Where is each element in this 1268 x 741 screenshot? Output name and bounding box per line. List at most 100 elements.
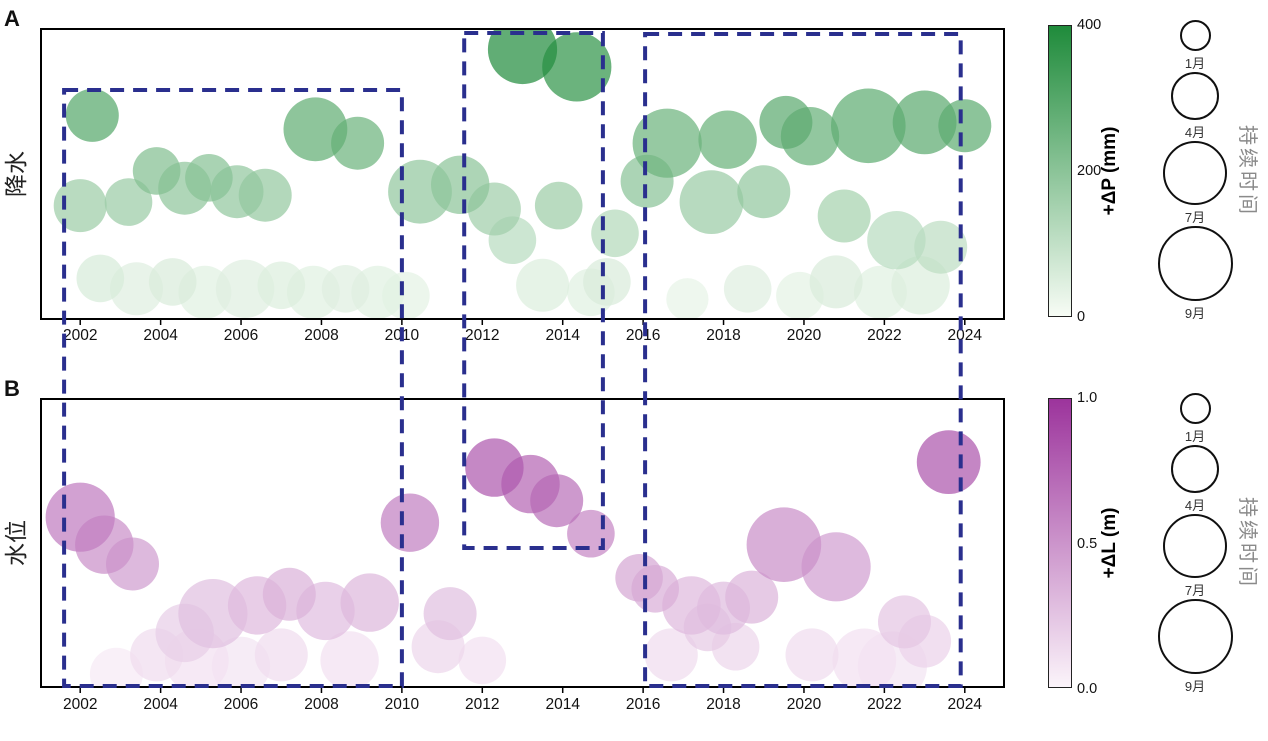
bubble xyxy=(257,261,306,310)
size-legend-label: 9月 xyxy=(1184,679,1206,694)
bubble xyxy=(380,493,440,552)
x-tick-label: 2014 xyxy=(545,327,580,344)
colorbar-tick-min: 0.0 xyxy=(1077,681,1098,697)
bubble xyxy=(817,189,871,243)
bubble xyxy=(185,154,233,202)
colorbar-precip xyxy=(1048,25,1072,317)
bubble-plot-panel-b xyxy=(40,398,1005,688)
size-legend-entry: 1月 xyxy=(1179,393,1211,445)
x-tick-label: 2018 xyxy=(706,696,741,713)
colorbar-tick-mid: 200 xyxy=(1077,163,1102,179)
bubble xyxy=(65,88,119,142)
bubble xyxy=(340,573,399,632)
x-tick-label: 2014 xyxy=(545,696,580,713)
bubble xyxy=(465,438,524,497)
x-tick-label: 2020 xyxy=(786,696,822,713)
size-legend-level: 1月 4月 7月 9月 xyxy=(1145,393,1245,694)
bubble xyxy=(746,507,822,582)
size-legend-circle xyxy=(1179,393,1211,424)
size-legend-label: 1月 xyxy=(1184,56,1206,71)
x-tick-label: 2010 xyxy=(384,696,420,713)
bubble xyxy=(632,108,702,178)
bubble xyxy=(254,628,308,682)
colorbar-tick-mid: 0.5 xyxy=(1077,536,1098,552)
bubble xyxy=(262,567,316,621)
size-legend-entry: 4月 xyxy=(1171,445,1219,514)
bubble xyxy=(759,95,813,149)
x-tick-label: 2004 xyxy=(143,696,178,713)
panel-b-label: B xyxy=(4,376,20,401)
colorbar-label-precip: +ΔP (mm) xyxy=(1099,126,1120,216)
x-tick-label: 2018 xyxy=(706,327,741,344)
size-legend-circle xyxy=(1171,445,1219,493)
x-tick-label: 2022 xyxy=(867,327,902,344)
colorbar-tick-max: 1.0 xyxy=(1077,390,1098,406)
panel-b-ylabel: 水位 xyxy=(3,520,29,566)
bubble-plot-panel-a xyxy=(40,28,1005,320)
bubble xyxy=(785,628,839,682)
size-legend-precip: 1月 4月 7月 9月 xyxy=(1145,20,1245,321)
bubble xyxy=(76,254,125,303)
bubble xyxy=(916,430,981,494)
x-tick-label: 2010 xyxy=(384,327,420,344)
x-tick-label: 2020 xyxy=(786,327,822,344)
x-tick-label: 2004 xyxy=(143,327,178,344)
bubble xyxy=(867,211,926,270)
bubble xyxy=(679,170,744,235)
x-tick-label: 2002 xyxy=(62,327,98,344)
bubble xyxy=(737,165,791,219)
duration-label-precip: 持续时间 xyxy=(1236,125,1258,217)
size-legend-entry: 7月 xyxy=(1163,514,1227,599)
colorbar-level xyxy=(1048,398,1072,688)
bubble xyxy=(892,90,957,155)
x-tick-label: 2012 xyxy=(465,696,500,713)
bubble xyxy=(423,587,477,641)
panel-a-ylabel: 降水 xyxy=(3,151,29,197)
bubble xyxy=(132,147,181,195)
size-legend-label: 9月 xyxy=(1184,306,1206,321)
colorbar-tick-max: 400 xyxy=(1077,17,1102,33)
bubble xyxy=(878,595,931,649)
x-tick-label: 2002 xyxy=(62,696,98,713)
colorbar-tick-min: 0 xyxy=(1077,309,1086,325)
bubble xyxy=(148,258,197,306)
size-legend-label: 7月 xyxy=(1184,583,1206,598)
x-tick-label: 2006 xyxy=(223,696,259,713)
x-tick-label: 2016 xyxy=(625,696,661,713)
bubble xyxy=(591,209,639,258)
size-legend-circle xyxy=(1157,599,1233,674)
bubble xyxy=(45,482,115,552)
bubble xyxy=(431,155,490,214)
size-legend-label: 4月 xyxy=(1184,125,1206,140)
size-legend-entry: 4月 xyxy=(1171,72,1219,141)
bubble xyxy=(723,265,772,313)
size-legend-circle xyxy=(1163,141,1227,205)
bubble xyxy=(615,554,663,602)
size-legend-circle xyxy=(1163,514,1227,578)
x-tick-label: 2024 xyxy=(947,696,983,713)
colorbar-label-level: +ΔL (m) xyxy=(1099,507,1120,579)
bubble xyxy=(283,97,348,162)
x-tick-label: 2024 xyxy=(947,327,983,344)
bubble xyxy=(53,179,107,233)
size-legend-circle xyxy=(1157,226,1233,301)
x-tick-label: 2012 xyxy=(465,327,500,344)
size-legend-label: 4月 xyxy=(1184,498,1206,513)
bubble xyxy=(698,110,757,169)
x-tick-label: 2008 xyxy=(304,327,339,344)
size-legend-label: 7月 xyxy=(1184,210,1206,225)
size-legend-circle xyxy=(1171,72,1219,120)
size-legend-label: 1月 xyxy=(1184,429,1206,444)
bubble xyxy=(516,258,570,312)
size-legend-entry: 1月 xyxy=(1179,20,1211,72)
x-tick-label: 2016 xyxy=(625,327,661,344)
bubble xyxy=(583,258,631,306)
bubble xyxy=(809,255,863,309)
bubble xyxy=(534,181,583,230)
duration-label-level: 持续时间 xyxy=(1236,497,1258,589)
size-legend-entry: 7月 xyxy=(1163,141,1227,226)
bubble xyxy=(458,636,507,685)
x-tick-label: 2006 xyxy=(223,327,259,344)
x-tick-label: 2022 xyxy=(867,696,902,713)
